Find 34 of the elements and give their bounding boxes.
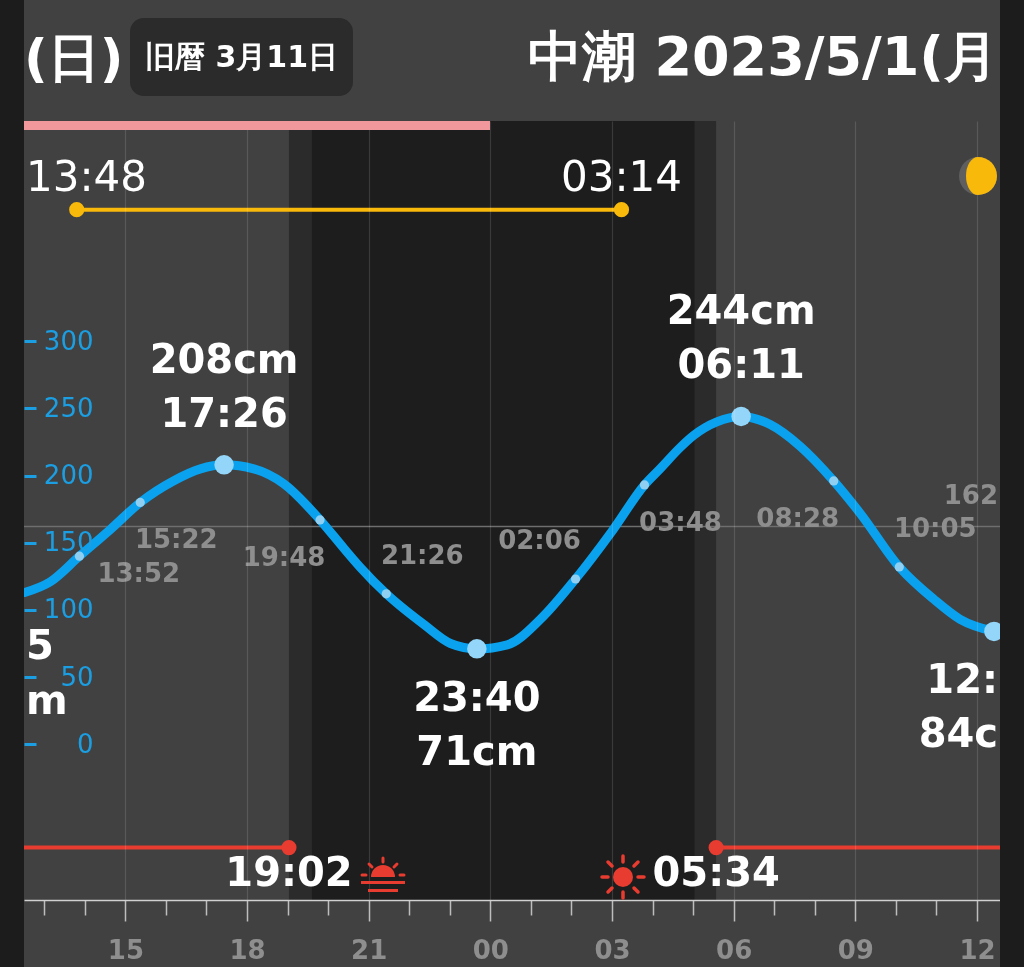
annotation: 10:05 — [893, 512, 977, 543]
x-tick-label: 00 — [472, 934, 509, 965]
annotation: 15:22 — [134, 524, 218, 555]
annotation: 19:02 — [225, 848, 353, 895]
annotation: 08:28 — [756, 502, 840, 533]
annotation: 19:48 — [242, 541, 326, 572]
annotation: 02:06 — [498, 525, 581, 555]
x-tick-label: 06 — [716, 934, 753, 965]
annotation: 13:48 — [26, 151, 148, 201]
annotation: 208cm 17:26 — [149, 335, 299, 436]
y-tick-label: 200 — [43, 460, 94, 491]
y-tick-label: 100 — [43, 594, 94, 625]
x-tick-label: 18 — [229, 934, 266, 965]
chart-title: 中潮 2023/5/1(月 — [527, 24, 998, 90]
annotation: 13:52 — [97, 558, 181, 589]
y-tick-label: 150 — [43, 527, 94, 558]
annotation: 244cm 06:11 — [666, 287, 816, 388]
date-badge: 旧暦 3月11日 — [130, 18, 354, 96]
annotation: 21:26 — [380, 539, 464, 570]
x-tick-label: 09 — [837, 934, 874, 965]
annotation: 05:34 — [652, 848, 780, 895]
chart-subtitle: 旧暦 3月11日 — [145, 37, 339, 76]
x-tick-label: 21 — [351, 934, 388, 965]
ref-line-label: 162 — [943, 479, 998, 510]
x-tick-label: 03 — [594, 934, 631, 965]
annotation: 03:14 — [560, 151, 683, 201]
y-tick-label: 300 — [43, 325, 94, 356]
x-tick-label: 12 — [959, 934, 996, 965]
x-tick-label: 15 — [107, 934, 144, 965]
text: (日) — [24, 27, 124, 90]
annotation: 12: 84c — [918, 656, 998, 757]
y-tick-label: 250 — [43, 392, 94, 423]
y-tick-label: 0 — [76, 728, 94, 759]
annotation: 23:40 71cm — [413, 673, 541, 774]
